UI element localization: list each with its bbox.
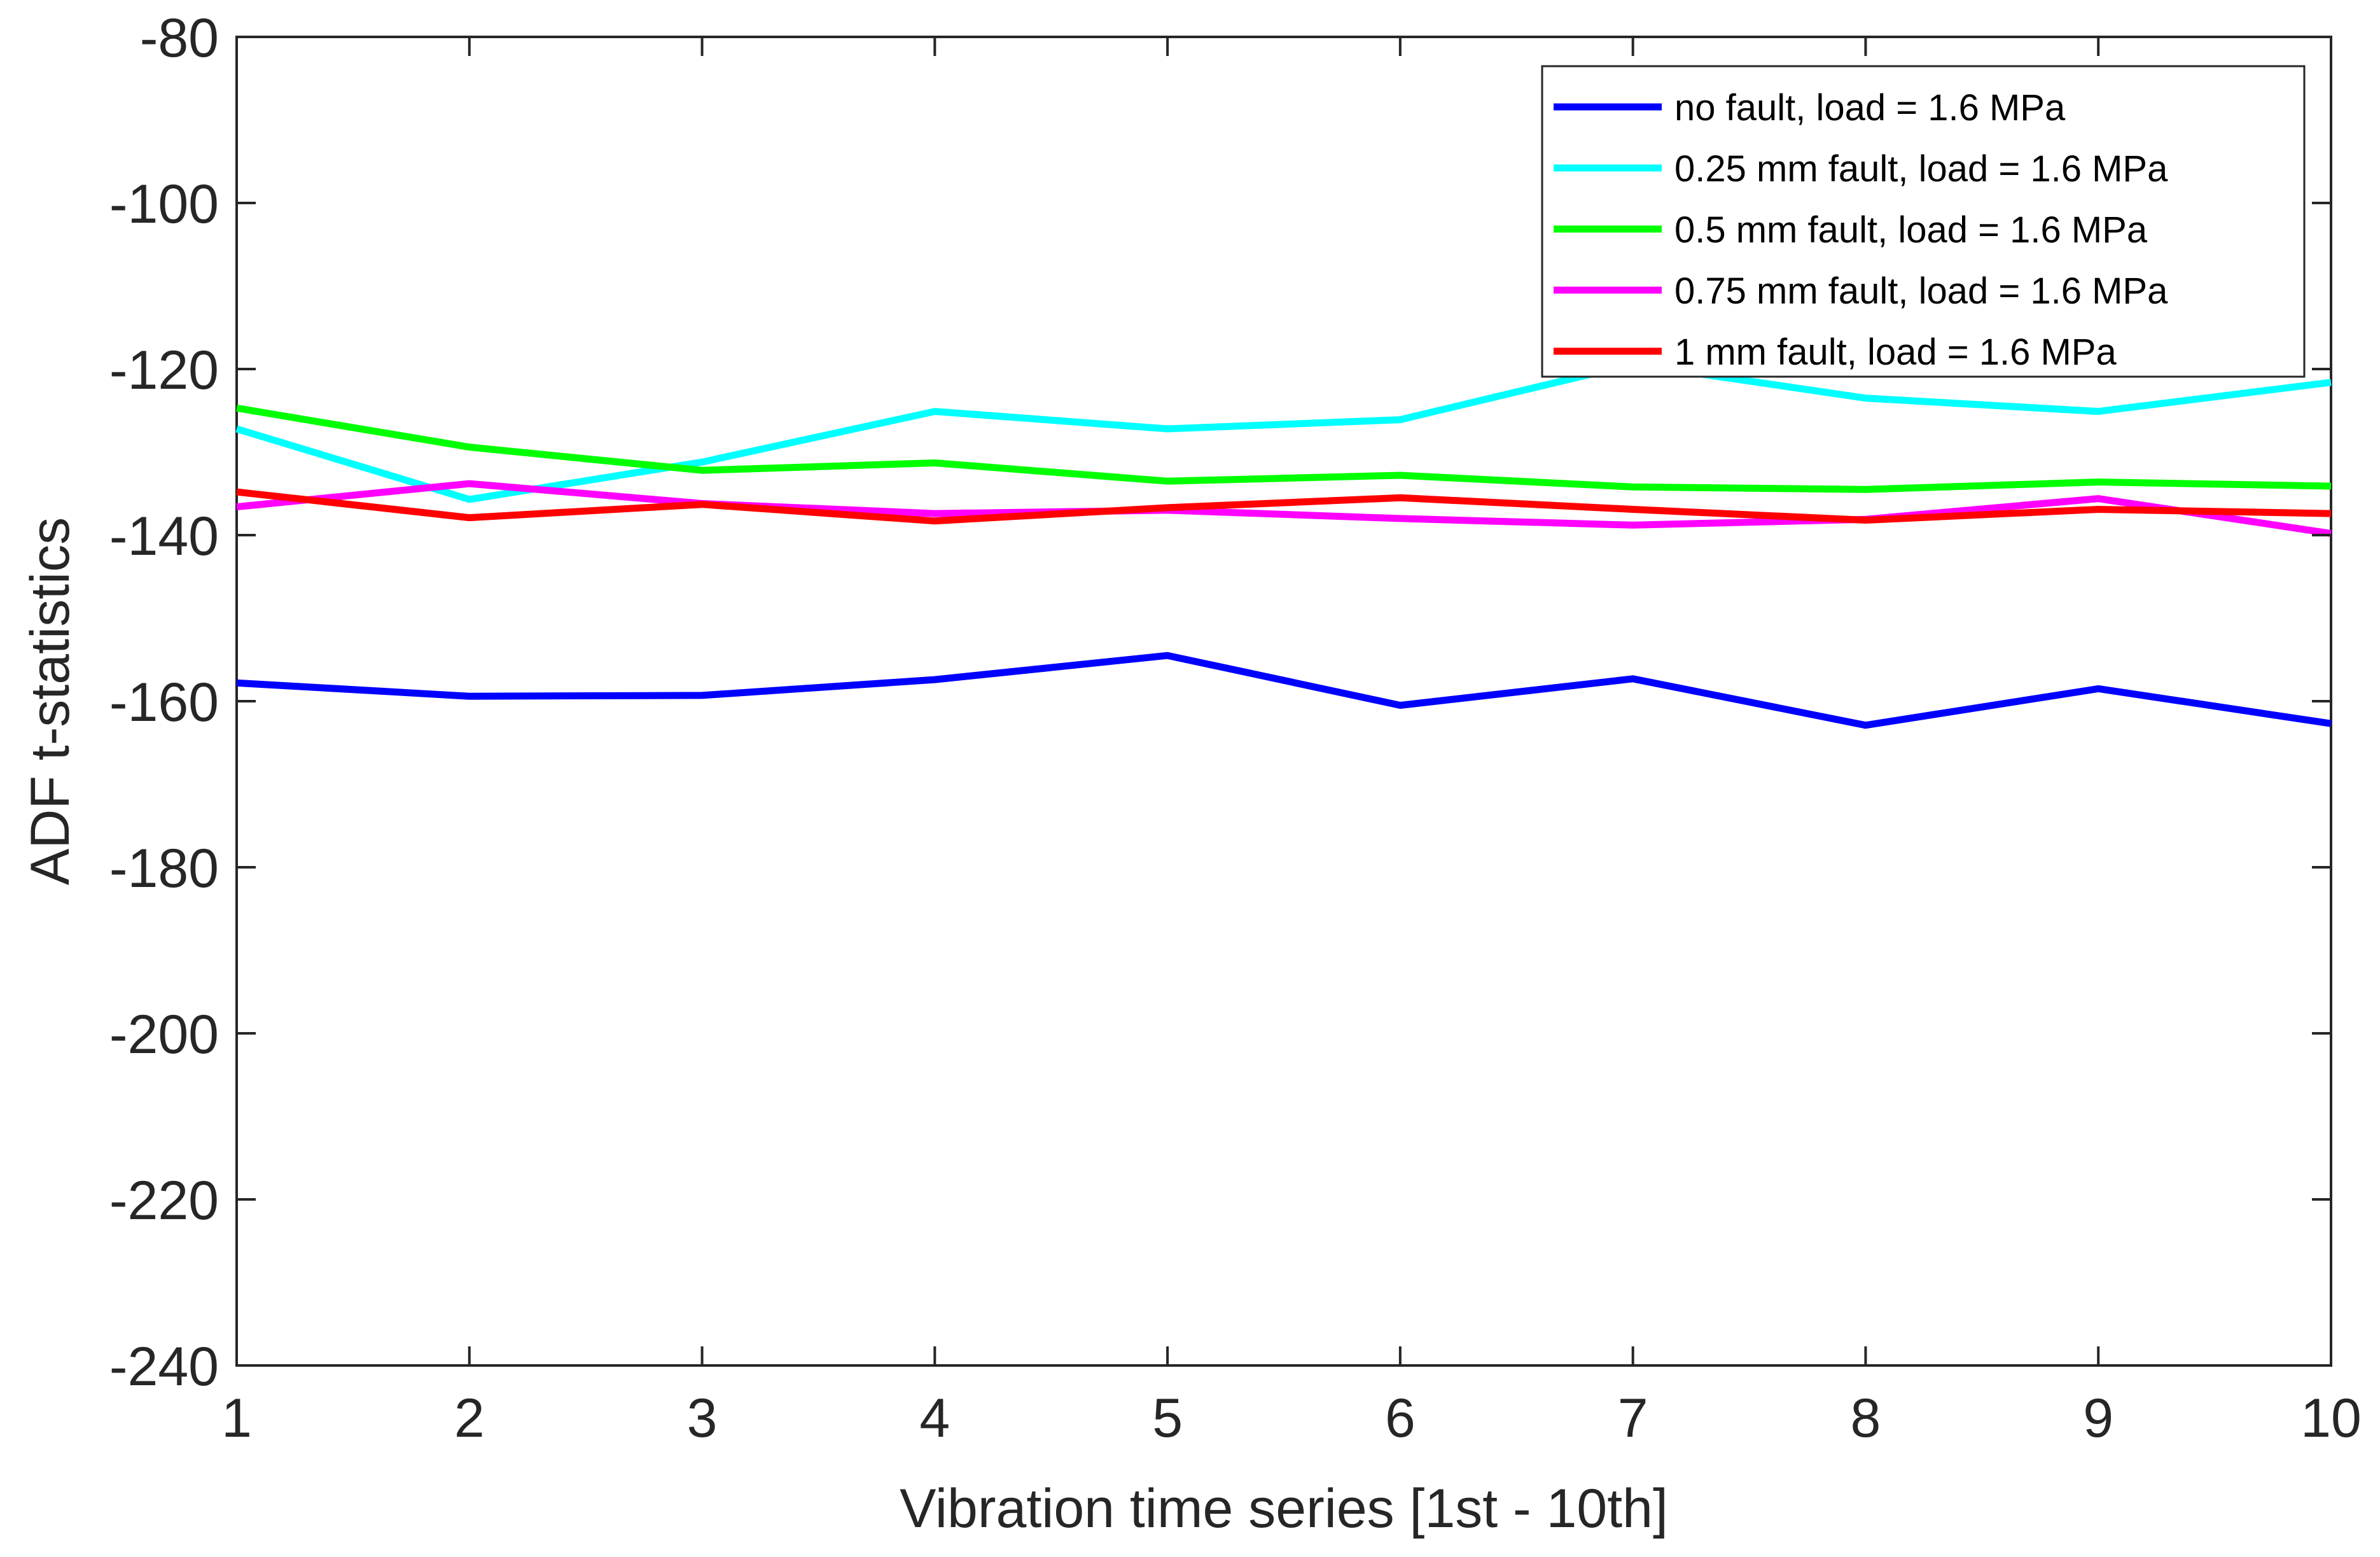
x-tick-label: 9 <box>2083 1388 2113 1449</box>
legend: no fault, load = 1.6 MPa 0.25 mm fault, l… <box>1541 65 2306 378</box>
x-tick-label: 2 <box>454 1388 485 1449</box>
x-tick-label: 10 <box>2300 1388 2362 1449</box>
series-line-4 <box>236 480 2332 537</box>
legend-label-1: no fault, load = 1.6 MPa <box>1674 87 2066 129</box>
y-tick-label: -100 <box>109 174 219 235</box>
x-tick-label: 5 <box>1152 1388 1183 1449</box>
legend-label-3: 0.5 mm fault, load = 1.6 MPa <box>1674 209 2148 251</box>
y-tick-label: -200 <box>109 1004 219 1065</box>
x-tick-label: 1 <box>221 1388 252 1449</box>
tick-layer: 1 2 3 4 5 6 7 8 9 10 -80 -100 -120 -140 -160 -180 -200 -2… <box>109 8 2362 1449</box>
x-tick-label: 7 <box>1618 1388 1648 1449</box>
x-tick-label: 8 <box>1851 1388 1881 1449</box>
legend-label-4: 0.75 mm fault, load = 1.6 MPa <box>1674 270 2168 312</box>
y-tick-label: -80 <box>140 8 219 69</box>
y-tick-label: -120 <box>109 340 219 401</box>
series-line-5 <box>236 488 2332 525</box>
legend-label-2: 0.25 mm fault, load = 1.6 MPa <box>1674 148 2168 190</box>
series-layer <box>235 360 2332 729</box>
series-line-3 <box>236 404 2332 493</box>
y-tick-label: -140 <box>109 506 219 567</box>
y-axis-title: ADF t-statistics <box>20 517 81 885</box>
x-tick-label: 6 <box>1385 1388 1416 1449</box>
legend-box <box>1541 65 2306 378</box>
y-tick-label: -220 <box>109 1170 219 1231</box>
x-tick-label: 3 <box>687 1388 718 1449</box>
x-axis-title: Vibration time series [1st - 10th] <box>900 1478 1668 1539</box>
series-line-2 <box>235 360 2332 503</box>
legend-entries: no fault, load = 1.6 MPa 0.25 mm fault, l… <box>1554 87 2168 373</box>
series-line-1 <box>236 652 2332 729</box>
legend-label-5: 1 mm fault, load = 1.6 MPa <box>1674 332 2117 373</box>
y-tick-label: -240 <box>109 1336 219 1397</box>
x-tick-label: 4 <box>919 1388 950 1449</box>
y-tick-label: -180 <box>109 838 219 899</box>
y-tick-label: -160 <box>109 672 219 733</box>
